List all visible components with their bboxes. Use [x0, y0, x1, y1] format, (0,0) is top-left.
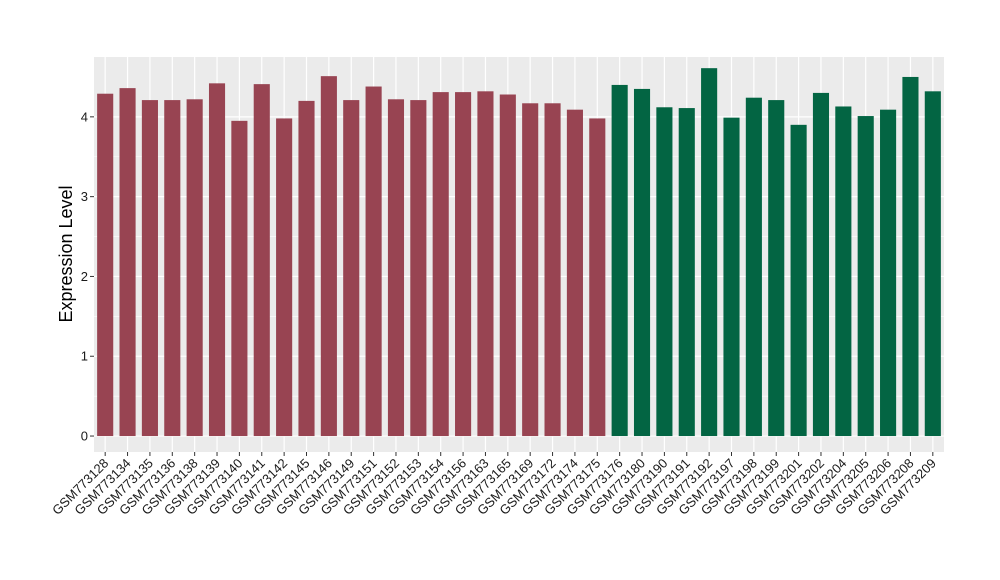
bar-GSM773152	[387, 99, 405, 437]
y-tick-label: 3	[81, 189, 88, 204]
bar-GSM773142	[276, 118, 293, 437]
bar-GSM773205	[857, 116, 874, 437]
y-tick-label: 1	[81, 349, 88, 364]
bar-GSM773197	[723, 117, 740, 437]
bar-GSM773198	[745, 97, 762, 437]
bar-GSM773206	[880, 109, 897, 437]
bar-GSM773163	[477, 91, 494, 437]
bar-GSM773202	[812, 92, 830, 437]
bar-GSM773190	[656, 107, 673, 437]
bar-GSM773153	[410, 100, 427, 437]
bar-GSM773201	[790, 124, 807, 437]
y-tick-label: 2	[81, 269, 88, 284]
bar-GSM773140	[231, 120, 248, 437]
bar-GSM773139	[208, 83, 226, 437]
bar-GSM773192	[701, 68, 718, 437]
bar-GSM773199	[768, 100, 785, 437]
bar-GSM773209	[924, 91, 941, 437]
bar-GSM773208	[902, 76, 919, 437]
bar-GSM773138	[186, 99, 203, 437]
bar-GSM773135	[141, 100, 158, 437]
bar-GSM773204	[835, 106, 852, 437]
bar-GSM773151	[365, 86, 382, 437]
y-tick-label: 0	[81, 429, 88, 444]
x-axis: GSM773128GSM773134GSM773135GSM773136GSM7…	[49, 452, 939, 518]
y-tick-label: 4	[81, 109, 88, 124]
bar-GSM773156	[455, 92, 472, 437]
bar-GSM773128	[97, 93, 114, 437]
bar-GSM773180	[633, 88, 651, 437]
y-axis: 0 1 2 3 4	[81, 109, 94, 444]
y-axis-title: Expression Level	[56, 185, 76, 322]
bar-GSM773191	[678, 108, 695, 437]
bar-GSM773174	[566, 109, 583, 437]
bar-GSM773149	[343, 100, 360, 437]
bar-GSM773136	[164, 100, 181, 437]
bar-GSM773165	[499, 94, 516, 437]
bar-GSM773146	[320, 76, 337, 437]
bar-GSM773169	[522, 103, 539, 437]
bar-GSM773154	[432, 92, 449, 437]
bar-GSM773141	[253, 84, 270, 437]
bar-GSM773145	[298, 100, 315, 437]
bar-GSM773134	[119, 88, 136, 437]
bars	[97, 68, 941, 437]
bar-GSM773175	[589, 118, 606, 437]
bar-GSM773176	[611, 84, 628, 437]
bar-GSM773172	[544, 103, 561, 437]
